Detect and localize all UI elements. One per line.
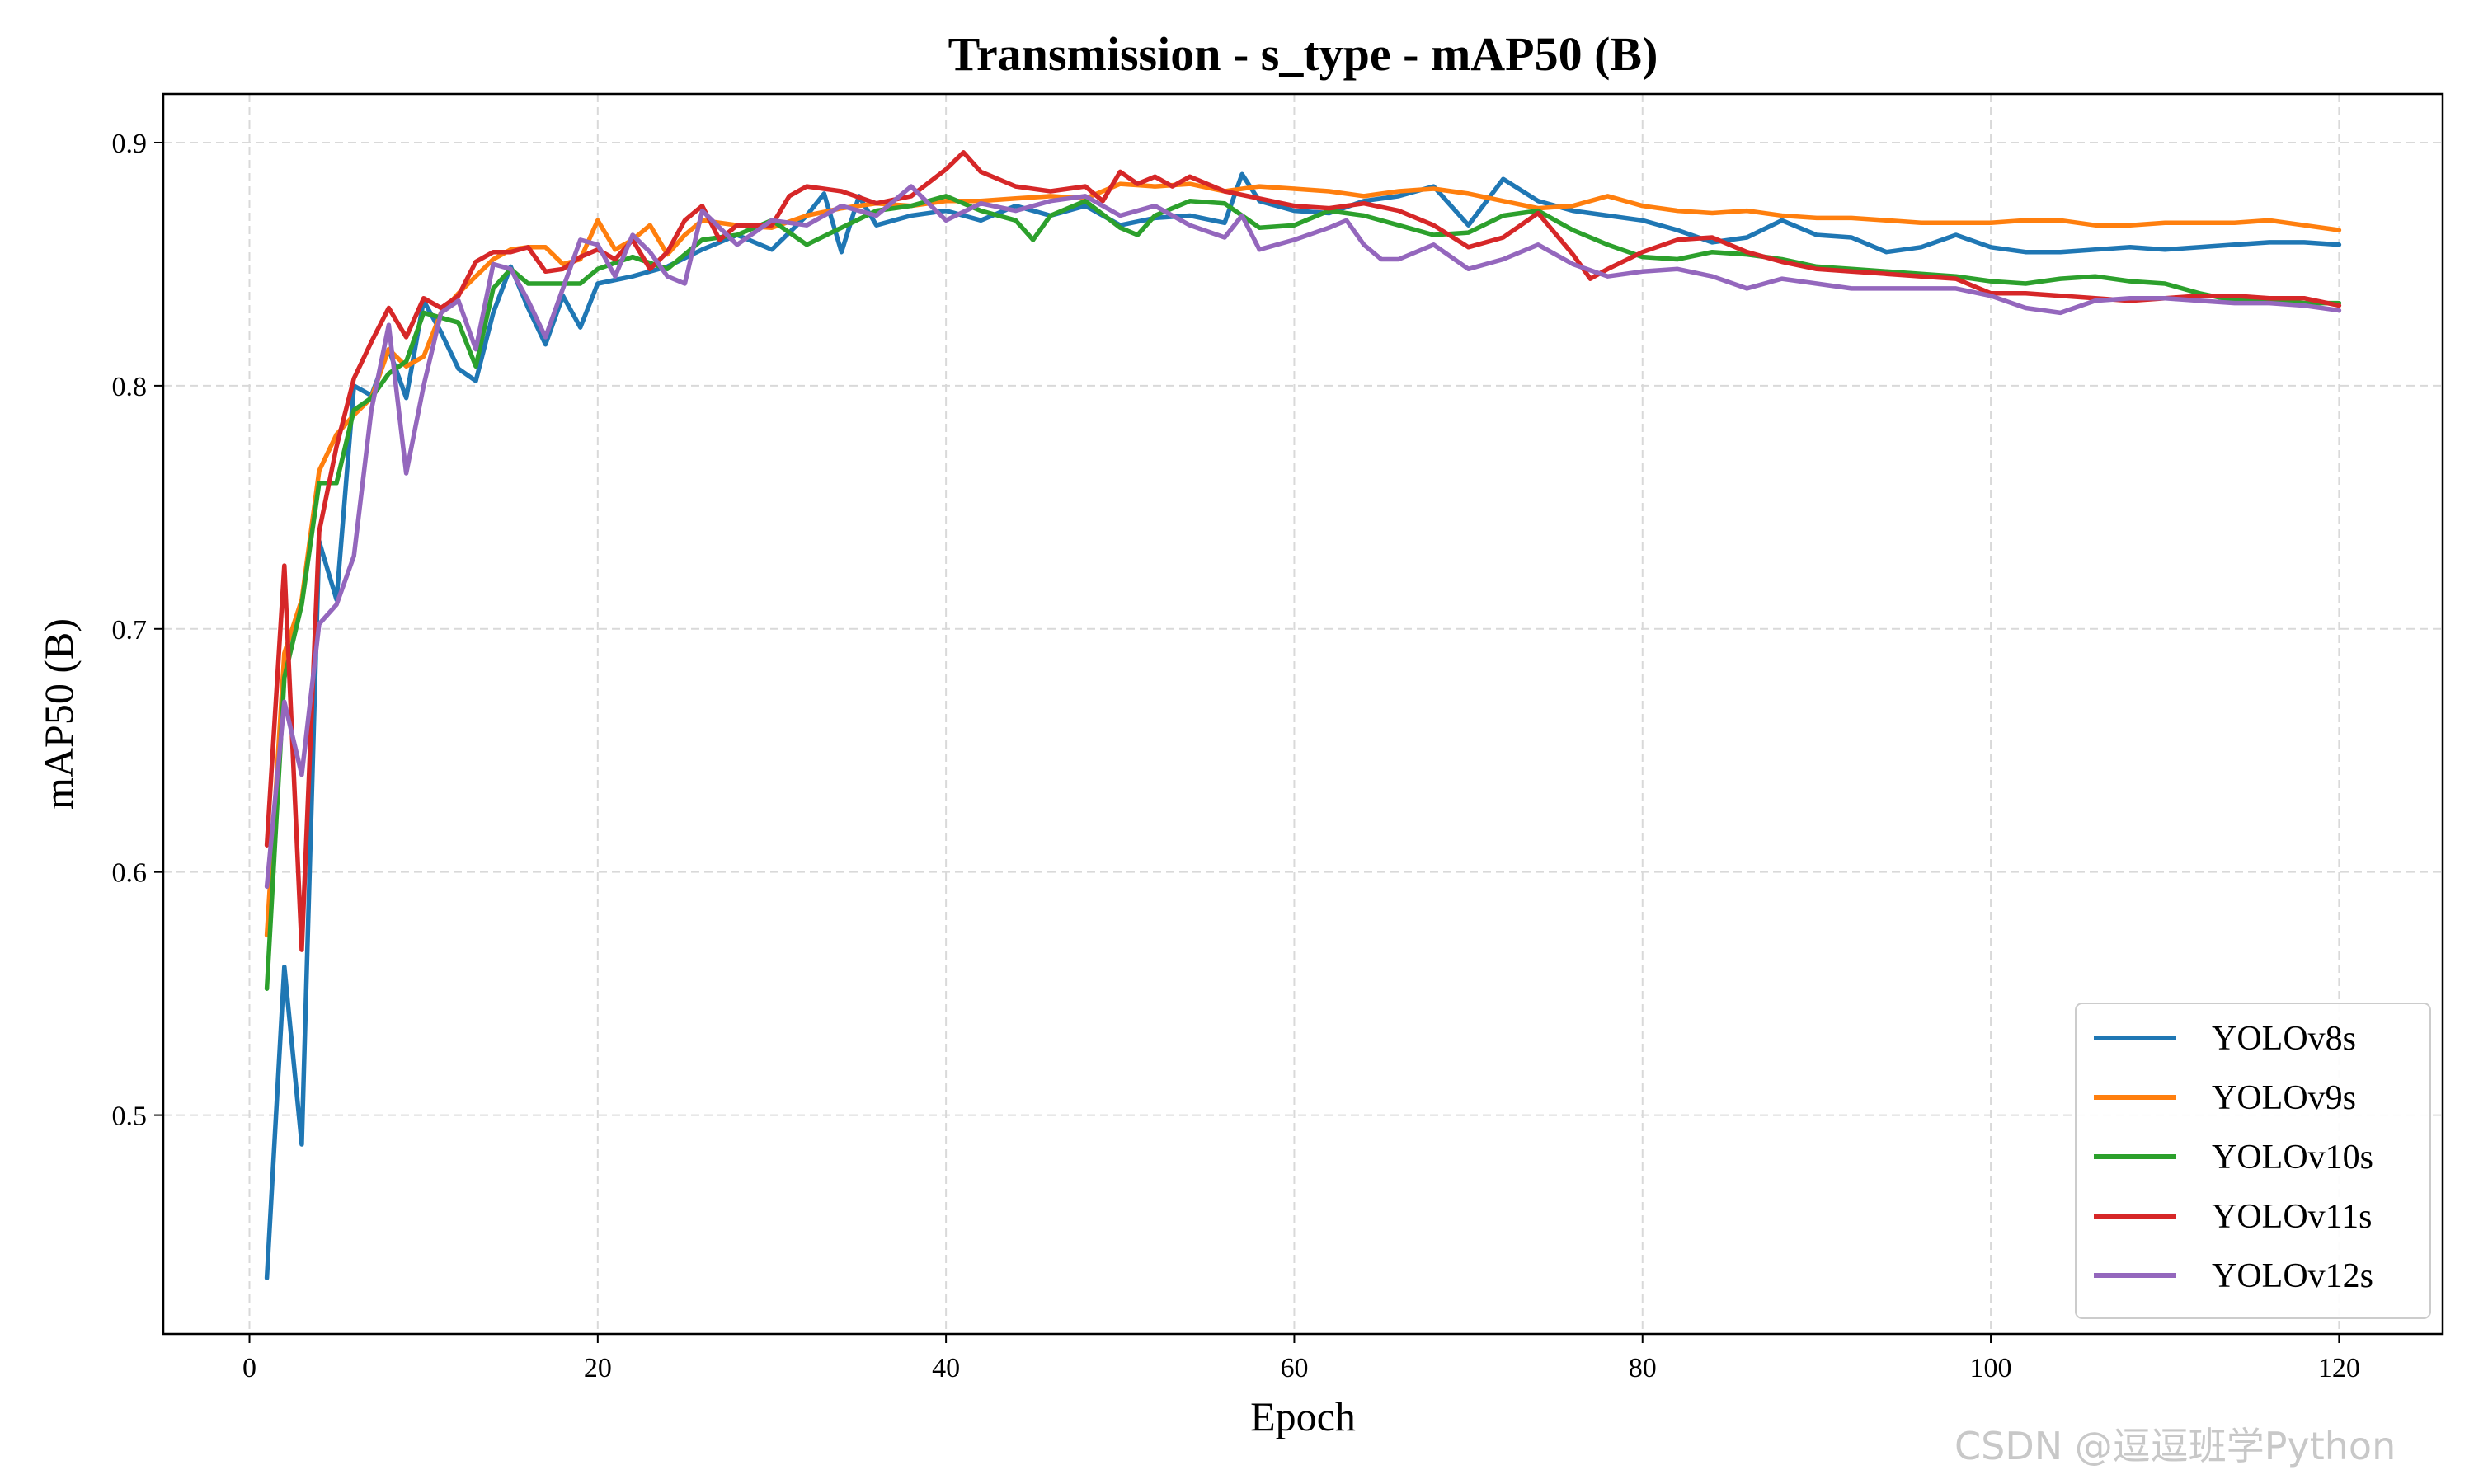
series-lines — [264, 150, 2342, 1280]
legend-label: YOLOv8s — [2212, 1020, 2356, 1058]
x-axis-label: Epoch — [1250, 1393, 1356, 1439]
x-tick-label: 60 — [1280, 1353, 1308, 1383]
y-tick-label: 0.8 — [112, 372, 148, 402]
watermark: CSDN @逗逗班学Python — [1954, 1424, 2396, 1468]
legend-label: YOLOv9s — [2212, 1079, 2356, 1117]
x-tick-label: 120 — [2318, 1353, 2360, 1383]
series-line-yolov11s — [264, 150, 2342, 952]
series-line-yolov12s — [264, 184, 2342, 890]
legend-label: YOLOv10s — [2212, 1139, 2373, 1176]
series-line-yolov10s — [264, 194, 2342, 991]
grid-lines — [163, 94, 2443, 1334]
chart-title: Transmission - s_type - mAP50 (B) — [948, 27, 1658, 81]
x-tick-label: 20 — [584, 1353, 612, 1383]
legend: YOLOv8s YOLOv9s YOLOv10s YOLOv11s YOLOv12s — [2075, 1003, 2431, 1319]
plot-frame — [162, 92, 2444, 1336]
x-tick-label: 40 — [932, 1353, 960, 1383]
axis-ticks: 0 20 40 60 80 100 120 0.5 0.6 0.7 0.8 0.9 — [112, 129, 2360, 1383]
y-tick-label: 0.6 — [112, 858, 148, 889]
y-tick-label: 0.9 — [112, 129, 148, 159]
x-tick-label: 80 — [1629, 1353, 1657, 1383]
y-tick-label: 0.7 — [112, 615, 148, 646]
legend-label: YOLOv11s — [2212, 1198, 2372, 1236]
y-axis-label: mAP50 (B) — [35, 618, 82, 810]
x-tick-label: 100 — [1970, 1353, 2012, 1383]
legend-box — [2075, 1003, 2431, 1319]
legend-label: YOLOv12s — [2212, 1257, 2373, 1295]
y-tick-label: 0.5 — [112, 1101, 148, 1132]
x-tick-label: 0 — [242, 1353, 256, 1383]
